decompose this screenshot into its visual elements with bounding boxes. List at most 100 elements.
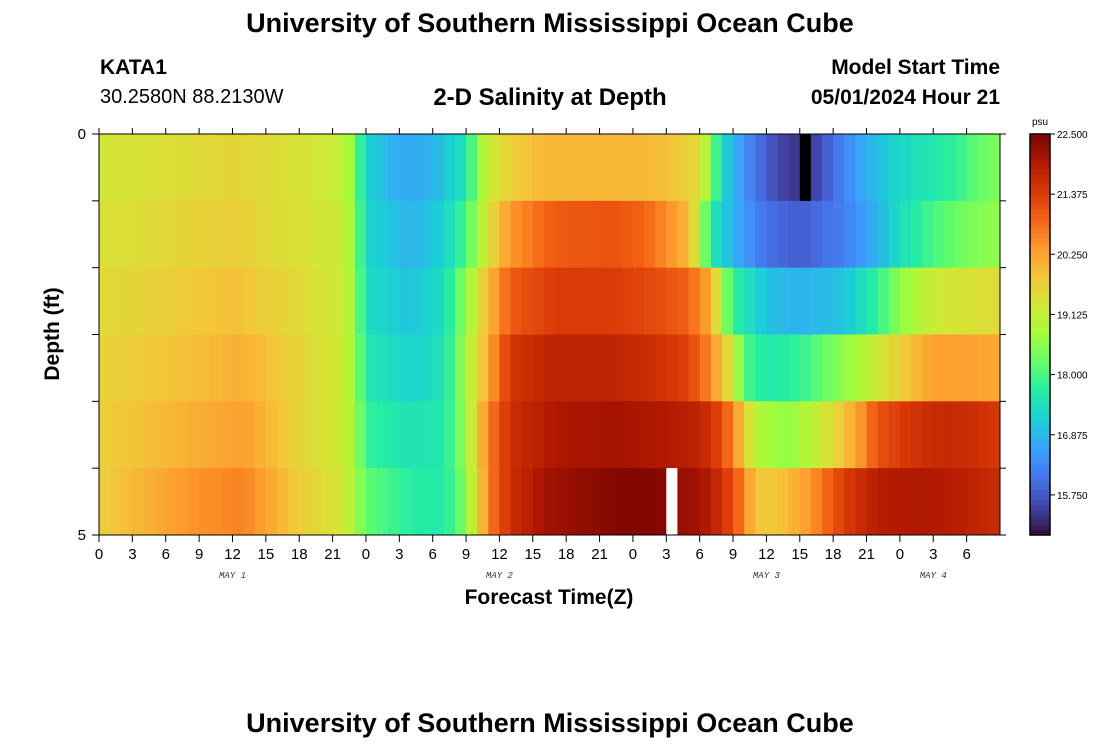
heatmap-cell: [755, 267, 767, 335]
heatmap-cell: [421, 200, 434, 269]
heatmap-cell: [844, 334, 856, 402]
heatmap-cell: [399, 200, 411, 269]
heatmap-cell: [744, 200, 756, 269]
colorbar-segment: [1030, 354, 1050, 361]
heatmap-cell: [187, 200, 200, 269]
heatmap-cell: [621, 334, 634, 402]
colorbar-segment: [1030, 224, 1050, 230]
x-tick-label: 18: [558, 546, 575, 563]
heatmap-cell: [265, 468, 278, 536]
heatmap-cell: [99, 468, 111, 536]
heatmap-cell: [911, 134, 923, 202]
heatmap-cell: [365, 468, 378, 536]
heatmap-cell: [810, 401, 823, 469]
heatmap-cell: [299, 401, 311, 469]
heatmap-cell: [154, 468, 167, 536]
heatmap-cell: [187, 468, 200, 536]
colorbar-segment: [1030, 159, 1050, 165]
heatmap-cell: [566, 334, 578, 402]
heatmap-cell: [399, 134, 411, 202]
heatmap-cell: [154, 267, 167, 335]
heatmap-cell: [866, 334, 879, 402]
heatmap-cell: [866, 267, 879, 335]
heatmap-cell: [733, 200, 745, 269]
heatmap-cell: [866, 200, 879, 269]
heatmap-cell: [510, 334, 523, 402]
heatmap-cell: [955, 200, 968, 269]
x-tick-label: 6: [962, 546, 970, 563]
heatmap-cell: [855, 200, 867, 269]
heatmap-cell: [632, 267, 645, 335]
heatmap-cell: [388, 267, 400, 335]
day-label: MAY 3: [753, 571, 781, 581]
model-start-label: Model Start Time: [831, 56, 1000, 79]
colorbar-segment: [1030, 269, 1050, 275]
heatmap-cell: [121, 267, 133, 335]
colorbar-segment: [1030, 429, 1050, 436]
x-tick-label: 21: [858, 546, 875, 563]
heatmap-cell: [132, 200, 144, 269]
heatmap-cell: [543, 267, 556, 335]
colorbar-segment: [1030, 389, 1050, 396]
heatmap-cell: [944, 334, 956, 402]
x-tick-label: 15: [524, 546, 541, 563]
heatmap-cell: [944, 134, 956, 202]
heatmap-cell: [899, 200, 912, 269]
colorbar-segment: [1030, 134, 1050, 140]
colorbar-segment: [1030, 424, 1050, 431]
heatmap-cell: [666, 134, 678, 202]
heatmap-cell: [354, 200, 367, 269]
heatmap-cell: [143, 401, 156, 469]
colorbar-segment: [1030, 149, 1050, 155]
heatmap-cell: [232, 334, 244, 402]
heatmap-cell: [766, 401, 778, 469]
heatmap-cell: [566, 468, 578, 536]
heatmap-cell: [365, 401, 378, 469]
heatmap-cell: [777, 267, 790, 335]
heatmap-cell: [543, 468, 556, 536]
heatmap-cell: [332, 334, 345, 402]
colorbar-tick-label: 20.250: [1057, 250, 1088, 261]
colorbar-segment: [1030, 289, 1050, 295]
y-axis-title: Depth (ft): [41, 287, 64, 380]
heatmap-cell: [766, 267, 778, 335]
heatmap-cell: [610, 267, 623, 335]
heatmap-cell: [343, 134, 356, 202]
heatmap-cell: [176, 200, 189, 269]
heatmap-cell: [810, 267, 823, 335]
heatmap-cell: [343, 334, 356, 402]
heatmap-cell: [610, 200, 623, 269]
heatmap-cell: [588, 200, 600, 269]
heatmap-cell: [388, 401, 400, 469]
heatmap-cell: [788, 468, 801, 536]
heatmap-cell: [810, 200, 823, 269]
heatmap-cell: [521, 468, 534, 536]
colorbar-segment: [1030, 414, 1050, 421]
heatmap-cell: [377, 267, 389, 335]
colorbar-segment: [1030, 334, 1050, 341]
heatmap-cell: [187, 267, 200, 335]
missing-value-cell: [667, 468, 677, 535]
heatmap-cell: [677, 267, 689, 335]
heatmap-cell: [466, 401, 478, 469]
heatmap-cell: [833, 401, 845, 469]
heatmap-cell: [599, 200, 612, 269]
heatmap-cell: [899, 468, 912, 536]
heatmap-cell: [555, 401, 567, 469]
colorbar-segment: [1030, 169, 1050, 175]
heatmap-cell: [521, 401, 534, 469]
colorbar-segment: [1030, 489, 1050, 496]
heatmap-cell: [588, 401, 600, 469]
colorbar-segment: [1030, 474, 1050, 481]
heatmap-cell: [610, 334, 623, 402]
colorbar-segment: [1030, 329, 1050, 335]
heatmap-cell: [143, 334, 156, 402]
heatmap-cell: [254, 468, 267, 536]
heatmap-cell: [621, 200, 634, 269]
heatmap-cell: [132, 468, 144, 536]
heatmap-cell: [655, 134, 667, 202]
heatmap-cell: [165, 267, 178, 335]
x-axis-title: Forecast Time(Z): [465, 586, 634, 609]
heatmap-cell: [543, 200, 556, 269]
heatmap-cell: [799, 267, 812, 335]
